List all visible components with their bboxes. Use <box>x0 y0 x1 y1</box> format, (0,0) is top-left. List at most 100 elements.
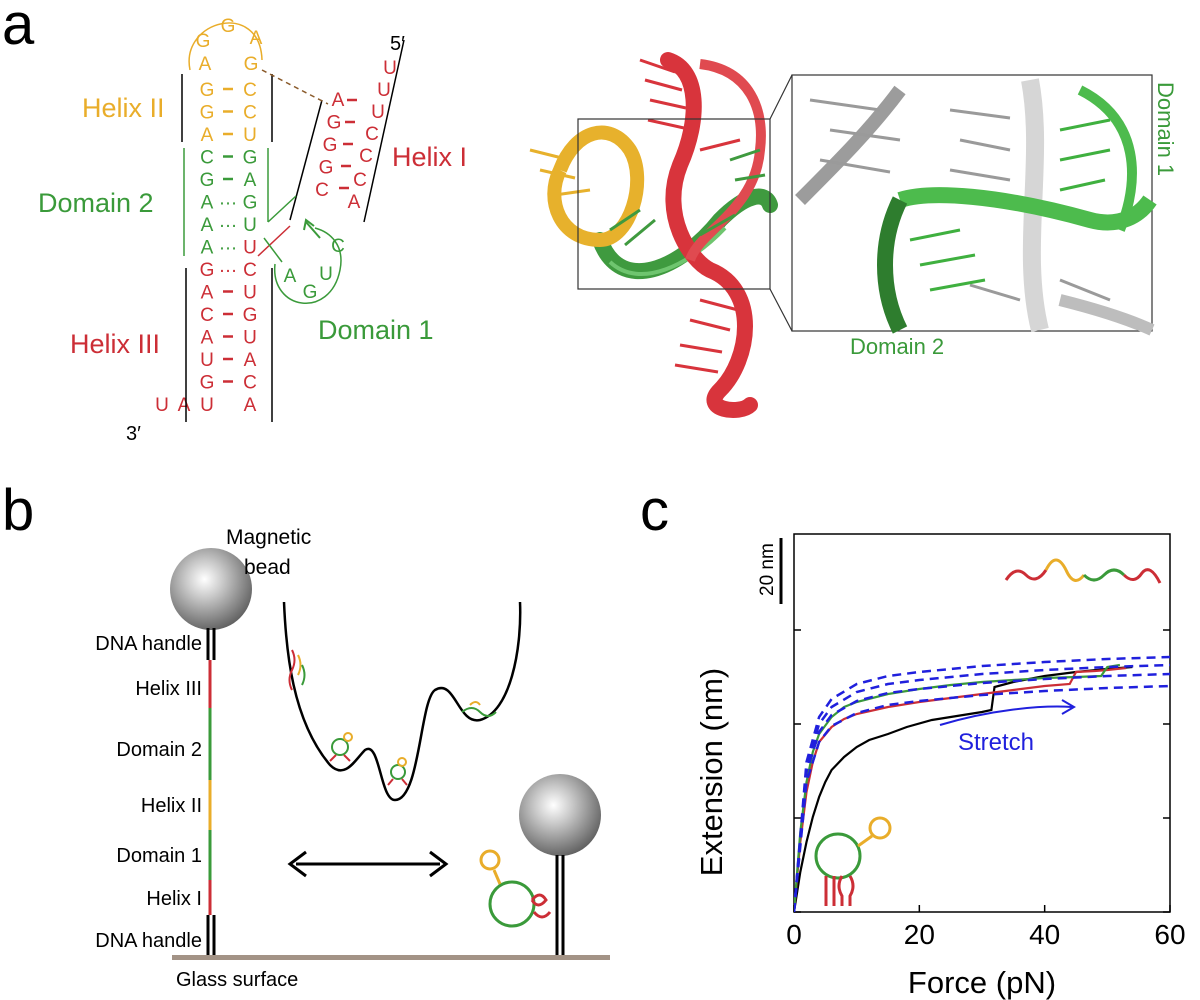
tail-nucleotide: A <box>178 395 191 416</box>
segment-label: Helix I <box>146 888 202 910</box>
glass-surface-label: Glass surface <box>176 969 298 991</box>
magnetic-bead-label-line1: Magnetic <box>226 526 311 549</box>
helix-I-nucleotide-3p: C <box>353 170 367 191</box>
domain-1-nucleotide: U <box>319 264 333 285</box>
helix-III-label: Helix III <box>70 329 160 359</box>
stem-nucleotide-3p: C <box>243 103 257 124</box>
five-prime-label: 5′ <box>390 33 405 55</box>
tertiary-structure-render: Domain 2 Domain 1 <box>529 52 1178 418</box>
stem-nucleotide-3p: G <box>243 193 258 214</box>
helix-I-nucleotide-5p: G <box>327 113 342 134</box>
stem-nucleotide-3p: U <box>243 328 257 349</box>
stem-nucleotide-3p: G <box>243 305 258 326</box>
stem-nucleotide-5p: G <box>200 170 215 191</box>
segment-label: Helix II <box>141 795 202 817</box>
interaction-arrow <box>305 221 321 239</box>
loop-nucleotide: A <box>199 54 212 75</box>
stem-nucleotide-3p: A <box>244 350 257 371</box>
series-line-0 <box>794 665 1133 912</box>
stem-nucleotide-5p: A <box>201 193 214 214</box>
stretch-arrow <box>939 705 1073 726</box>
stem-nucleotide-3p: C <box>243 373 257 394</box>
data-series <box>794 655 1170 912</box>
stem-nucleotide-3p: U <box>243 283 257 304</box>
loop-nucleotide: G <box>196 31 211 52</box>
plot-frame <box>793 533 1171 913</box>
y-axis-label: Extension (nm) <box>694 668 729 876</box>
stem-nucleotide-5p: C <box>200 305 214 326</box>
hairpin-loop-arc <box>188 22 263 71</box>
stem-nucleotide-3p: C <box>243 80 257 101</box>
noncanonical-pair: … <box>219 211 238 232</box>
magnetic-tweezers-schematic: Magnetic bead DNA handle Helix III Domai… <box>95 526 610 991</box>
magnetic-bead-label-line2: bead <box>244 556 291 579</box>
stem-nucleotide-5p: A <box>201 215 214 236</box>
stem-nucleotide-5p: C <box>200 148 214 169</box>
loop-nucleotide: G <box>221 16 236 37</box>
x-tick-label: 40 <box>1029 919 1060 950</box>
helix-I-nucleotide-3p: U <box>377 80 391 101</box>
stem-nucleotide-3p: U <box>243 238 257 259</box>
zoom-domain-2-label: Domain 2 <box>850 334 944 359</box>
helix-I-nucleotide-5p: A <box>332 90 345 111</box>
scale-bar-label: 20 nm <box>757 543 778 596</box>
stem-nucleotide-3p: A <box>244 395 257 416</box>
x-tick-label: 60 <box>1154 919 1185 950</box>
helix-I-nucleotide-3p: U <box>371 102 385 123</box>
series-line-1 <box>794 666 1127 912</box>
axis-ticks: 0 20 40 60 <box>786 629 1186 950</box>
x-axis-label: Force (pN) <box>908 965 1056 1000</box>
helix-I-nucleotide-3p: A <box>348 192 361 213</box>
helix-I-nucleotide-5p: C <box>315 180 329 201</box>
tertiary-contact <box>261 69 329 105</box>
zoom-domain-1-label: Domain 1 <box>1153 82 1178 176</box>
domain-1-nucleotide: C <box>331 236 345 257</box>
helix-I-nucleotide-3p: C <box>359 146 373 167</box>
series-line-5 <box>794 672 1170 912</box>
series-line-2 <box>794 663 1121 912</box>
series-line-4 <box>794 663 1170 912</box>
stem-nucleotide-5p: G <box>200 260 215 281</box>
three-prime-label: 3′ <box>126 423 141 445</box>
energy-landscape-curve <box>282 601 522 802</box>
tail-nucleotide: U <box>155 395 169 416</box>
glass-surface <box>172 955 610 960</box>
x-tick-label: 20 <box>904 919 935 950</box>
noncanonical-pair: … <box>219 256 238 277</box>
segment-label: DNA handle <box>95 930 202 952</box>
loop-nucleotide: A <box>250 28 263 49</box>
magnetic-bead-large <box>170 548 252 630</box>
stretch-annotation: Stretch <box>958 729 1034 756</box>
helix-II-label: Helix II <box>82 93 165 123</box>
domain-2-label: Domain 2 <box>38 188 154 218</box>
stem-nucleotide-5p: G <box>200 373 215 394</box>
stem-nucleotide-3p: A <box>244 170 257 191</box>
stem-nucleotide-3p: U <box>243 125 257 146</box>
loop-nucleotide: G <box>244 54 259 75</box>
x-tick-label: 0 <box>786 919 802 950</box>
stem-nucleotide-5p: A <box>201 328 214 349</box>
stem-nucleotide-5p: A <box>201 283 214 304</box>
stem-nucleotide-5p: U <box>200 350 214 371</box>
force-extension-chart: 0 20 40 60 20 nm Extension (nm) Force (pN) … <box>694 533 1186 1000</box>
domain-1-nucleotide: A <box>284 266 297 287</box>
segment-label: Helix III <box>135 678 202 700</box>
noncanonical-pair: … <box>219 234 238 255</box>
noncanonical-pair: … <box>219 189 238 210</box>
stem-nucleotide-3p: C <box>243 260 257 281</box>
stem-nucleotide-5p: G <box>200 80 215 101</box>
stem-nucleotide-5p: A <box>201 125 214 146</box>
domain-1-nucleotide: G <box>303 282 318 303</box>
panel-letter-c: c <box>640 478 669 543</box>
stem-nucleotide-5p: A <box>201 238 214 259</box>
segment-label: Domain 2 <box>116 739 202 761</box>
domain-1-label: Domain 1 <box>318 315 434 345</box>
domain-1-loop-arc <box>274 227 342 304</box>
magnetic-bead-small <box>519 774 601 856</box>
segment-label: DNA handle <box>95 633 202 655</box>
stem-nucleotide-3p: G <box>243 148 258 169</box>
stem-nucleotide-5p: U <box>200 395 214 416</box>
panel-letter-b: b <box>2 478 34 543</box>
